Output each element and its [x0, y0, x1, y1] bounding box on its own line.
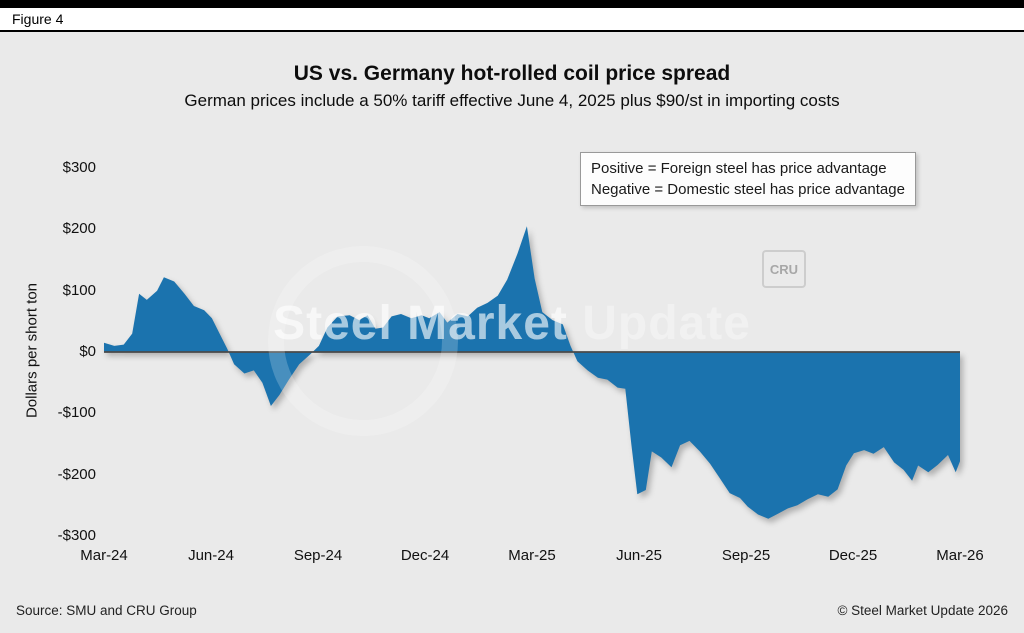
y-tick-label: $100: [62, 281, 96, 299]
y-tick-label: -$200: [57, 465, 96, 483]
y-tick-label: -$300: [57, 527, 96, 544]
area-chart-plot: [104, 226, 960, 519]
x-tick-label: Sep-24: [293, 547, 343, 564]
legend-line-negative: Negative = Domestic steel has price adva…: [591, 181, 905, 198]
x-tick-label: Dec-25: [828, 547, 878, 564]
x-tick-label: Mar-26: [936, 547, 984, 564]
copyright-note: © Steel Market Update 2026: [837, 603, 1008, 618]
x-tick-label: Jun-24: [188, 547, 234, 564]
legend-line-positive: Positive = Foreign steel has price advan…: [591, 160, 887, 177]
y-tick-label: $0: [79, 343, 96, 360]
y-tick-label: $200: [62, 220, 96, 238]
figure-label: Figure 4: [12, 11, 64, 27]
chart-subtitle: German prices include a 50% tariff effec…: [184, 91, 840, 110]
x-tick-label: Mar-25: [508, 547, 556, 564]
x-tick-label: Sep-25: [721, 547, 771, 564]
x-tick-label: Dec-24: [400, 547, 450, 564]
y-tick-label: $300: [62, 159, 96, 176]
figure-header: [0, 8, 1024, 32]
source-note: Source: SMU and CRU Group: [16, 603, 197, 618]
top-rule: [0, 0, 1024, 8]
x-tick-label: Jun-25: [616, 547, 662, 564]
y-tick-label: -$100: [57, 404, 96, 422]
spread-area-series: [104, 226, 960, 519]
legend-box: Positive = Foreign steel has price advan…: [580, 152, 916, 206]
chart-title: US vs. Germany hot-rolled coil price spr…: [293, 62, 731, 85]
x-tick-label: Mar-24: [80, 547, 128, 564]
